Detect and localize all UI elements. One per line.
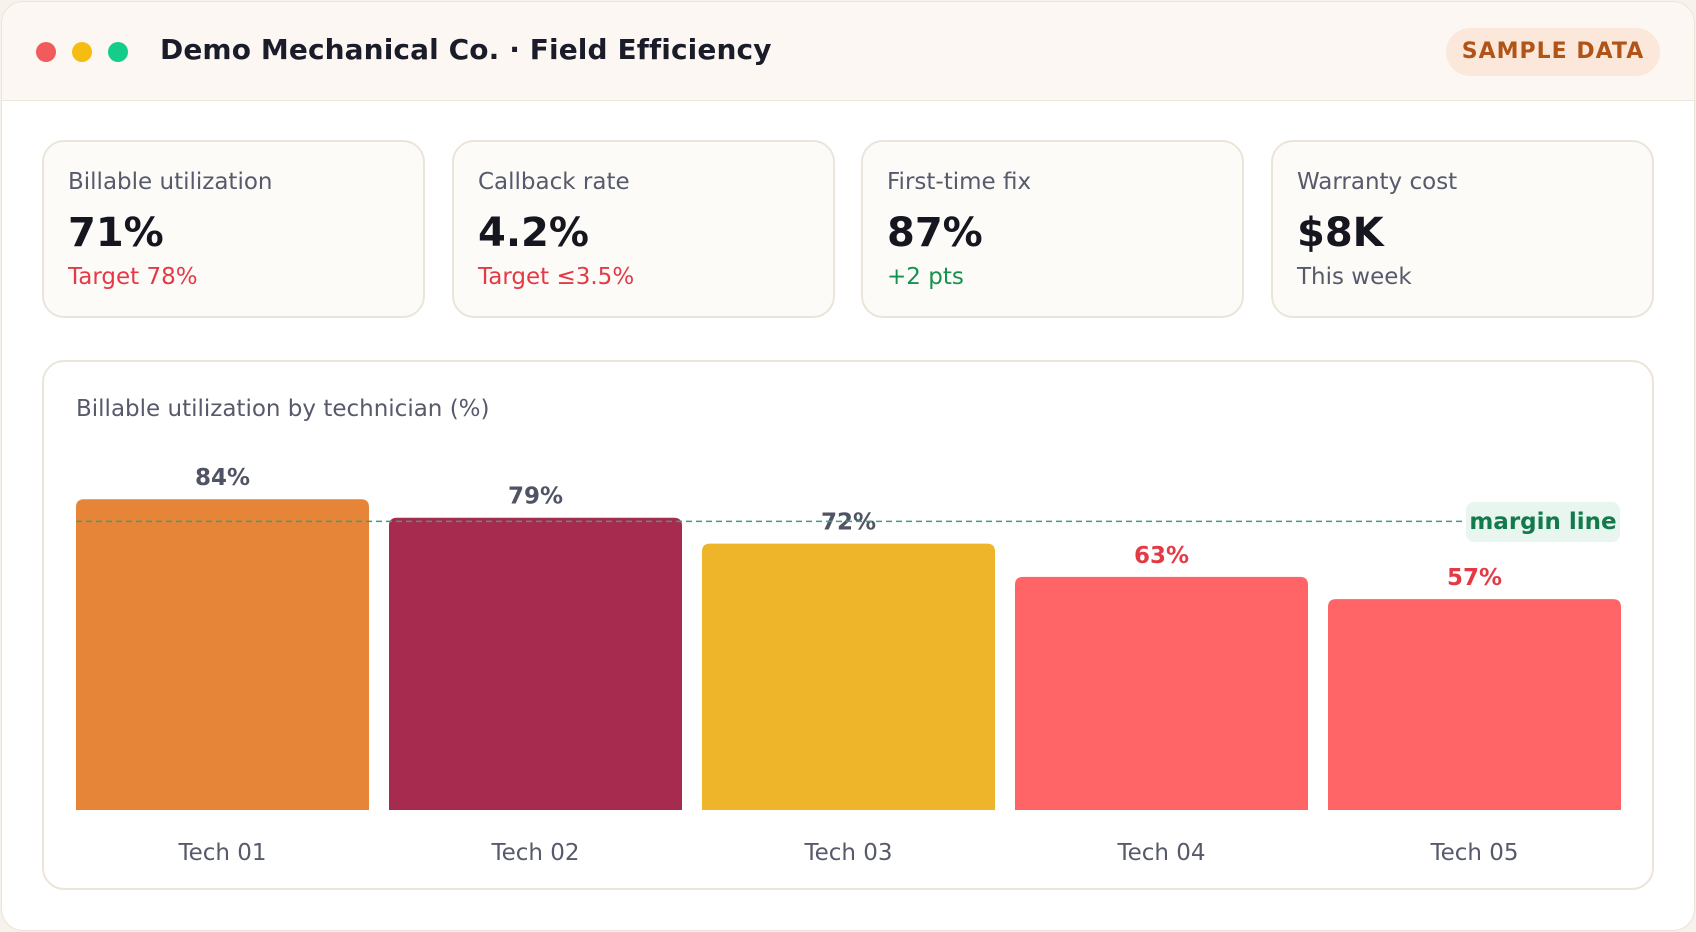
bar-value-label: 84%: [195, 465, 250, 491]
kpi-subtext: Target ≤3.5%: [478, 264, 635, 290]
minimize-window-button[interactable]: [72, 42, 92, 62]
kpi-value: 4.2%: [478, 210, 589, 256]
category-label: Tech 05: [1429, 840, 1518, 866]
bar-value-label: 72%: [821, 510, 876, 536]
sample-data-badge: SAMPLE DATA: [1446, 28, 1660, 76]
kpi-card-billable-utilization: Billable utilization 71% Target 78%: [42, 140, 425, 318]
category-label: Tech 03: [803, 840, 892, 866]
kpi-subtext: Target 78%: [68, 264, 198, 290]
close-window-button[interactable]: [36, 42, 56, 62]
bar-tech-04: [1015, 576, 1308, 810]
category-label: Tech 01: [177, 840, 266, 866]
kpi-label: Billable utilization: [68, 169, 273, 195]
bar-tech-05: [1328, 599, 1621, 810]
kpi-card-first-time-fix: First-time fix 87% +2 pts: [861, 140, 1244, 318]
category-label: Tech 02: [490, 840, 579, 866]
bar-tech-02: [389, 517, 682, 810]
kpi-label: Callback rate: [478, 169, 630, 195]
maximize-window-button[interactable]: [108, 42, 128, 62]
category-label: Tech 04: [1116, 840, 1205, 866]
kpi-value: 71%: [68, 210, 164, 256]
bar-tech-03: [702, 543, 995, 810]
kpi-subtext: This week: [1297, 264, 1412, 290]
kpi-subtext: +2 pts: [887, 264, 964, 290]
chart-title: Billable utilization by technician (%): [76, 396, 490, 422]
title-bar: Demo Mechanical Co. · Field Efficiency S…: [2, 2, 1694, 101]
kpi-label: First-time fix: [887, 169, 1032, 195]
window-title: Demo Mechanical Co. · Field Efficiency: [160, 33, 772, 66]
kpi-card-warranty-cost: Warranty cost $8K This week: [1271, 140, 1654, 318]
margin-line-label: margin line: [1466, 502, 1620, 542]
kpi-card-callback-rate: Callback rate 4.2% Target ≤3.5%: [452, 140, 835, 318]
bar-tech-01: [76, 499, 369, 810]
kpi-label: Warranty cost: [1297, 169, 1458, 195]
kpi-value: 87%: [887, 210, 983, 256]
kpi-value: $8K: [1297, 210, 1384, 256]
bar-value-label: 63%: [1134, 543, 1189, 569]
bar-value-label: 57%: [1447, 565, 1502, 591]
bar-value-label: 79%: [508, 484, 563, 510]
